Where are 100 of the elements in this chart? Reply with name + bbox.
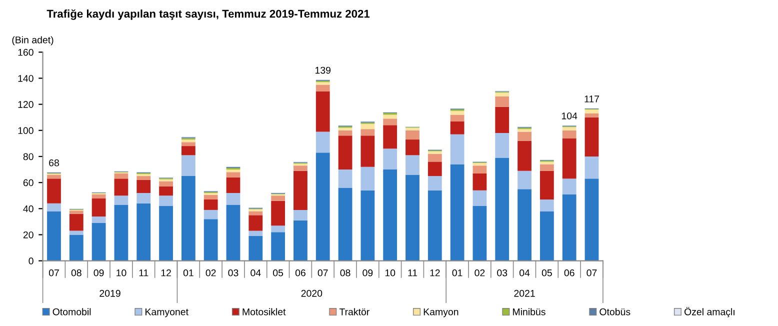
bar [226, 172, 240, 178]
bar [472, 190, 487, 206]
x-tick-label: 05 [542, 269, 552, 276]
y-tick-label: 120 [18, 101, 34, 108]
bar [406, 155, 420, 175]
bar [584, 178, 599, 261]
bar [518, 140, 532, 171]
bar [136, 203, 151, 261]
x-tick-label: 12 [430, 269, 440, 276]
bar [114, 204, 128, 261]
bar [518, 170, 532, 190]
bar [204, 219, 218, 261]
bar [383, 170, 398, 261]
bar [248, 211, 263, 216]
bar [316, 91, 330, 132]
y-tick-label: 20 [23, 231, 34, 238]
bar [294, 166, 308, 171]
bar [472, 206, 487, 261]
bar [159, 196, 173, 206]
bar [92, 222, 106, 261]
bar [518, 189, 532, 261]
bar [562, 127, 576, 130]
x-tick-label: 11 [408, 269, 418, 276]
bar [204, 210, 218, 220]
bar [562, 178, 576, 194]
bar [69, 234, 84, 261]
bar [316, 132, 330, 153]
bar [69, 214, 84, 231]
bar [92, 216, 106, 223]
x-tick-label: 04 [520, 269, 530, 276]
bar [181, 146, 196, 156]
bar [540, 200, 554, 212]
bar [136, 180, 151, 193]
bar [495, 96, 510, 107]
x-tick-label: 12 [161, 269, 171, 276]
bar [450, 164, 464, 261]
bar [181, 140, 196, 142]
bar [406, 174, 420, 261]
legend-label: Traktör [339, 308, 370, 316]
bar [338, 128, 352, 130]
text: 2019 [100, 290, 120, 297]
bar [69, 210, 84, 214]
x-tick-label: 10 [385, 269, 396, 276]
bar [92, 194, 106, 198]
bar [47, 211, 61, 261]
bar [226, 204, 240, 261]
legend-label: Kamyon [424, 308, 458, 318]
x-tick-label: 07 [586, 269, 597, 276]
bar [271, 196, 286, 201]
x-tick-label: 07 [318, 269, 328, 276]
y-tick-label: 100 [18, 127, 34, 134]
x-tick-label: 09 [94, 269, 104, 276]
bar [383, 148, 398, 170]
bar [338, 136, 352, 170]
bar [406, 130, 420, 140]
y-tick-label: 40 [23, 205, 34, 212]
bar [495, 92, 510, 96]
total-label: 68 [49, 159, 59, 166]
bar [360, 190, 375, 261]
bar [47, 174, 61, 179]
x-tick-label: 03 [228, 269, 238, 276]
x-tick-label: 07 [48, 269, 59, 276]
bar [584, 117, 599, 156]
bar [540, 164, 554, 171]
bar [428, 176, 442, 190]
bar [562, 194, 576, 261]
bar [338, 130, 352, 136]
bar [181, 176, 196, 261]
bar [114, 173, 128, 179]
bar [428, 151, 442, 154]
bar [360, 166, 375, 190]
x-tick-label: 09 [362, 269, 373, 276]
bar [562, 130, 576, 138]
bar [540, 211, 554, 261]
bar [69, 230, 84, 235]
bar [248, 215, 263, 231]
bar [540, 170, 554, 200]
bar [518, 129, 532, 132]
x-tick-label: 02 [206, 269, 216, 276]
x-tick-label: 08 [340, 269, 350, 276]
x-tick-label: 11 [139, 269, 148, 276]
bar [360, 129, 375, 136]
bar [450, 134, 464, 164]
bar [338, 188, 352, 261]
bar [406, 140, 420, 156]
y-tick-label: 0 [28, 258, 34, 264]
bar [316, 152, 330, 261]
bar [584, 110, 599, 114]
bar [248, 236, 263, 261]
bar [159, 206, 173, 261]
bar [271, 200, 286, 226]
legend-label: Minibüs [513, 308, 546, 316]
bar [495, 158, 510, 261]
bar [584, 156, 599, 179]
bar [450, 110, 464, 115]
bar [226, 192, 240, 205]
bar [92, 198, 106, 216]
bar [338, 170, 352, 188]
bar [159, 186, 173, 196]
bar [316, 84, 330, 92]
